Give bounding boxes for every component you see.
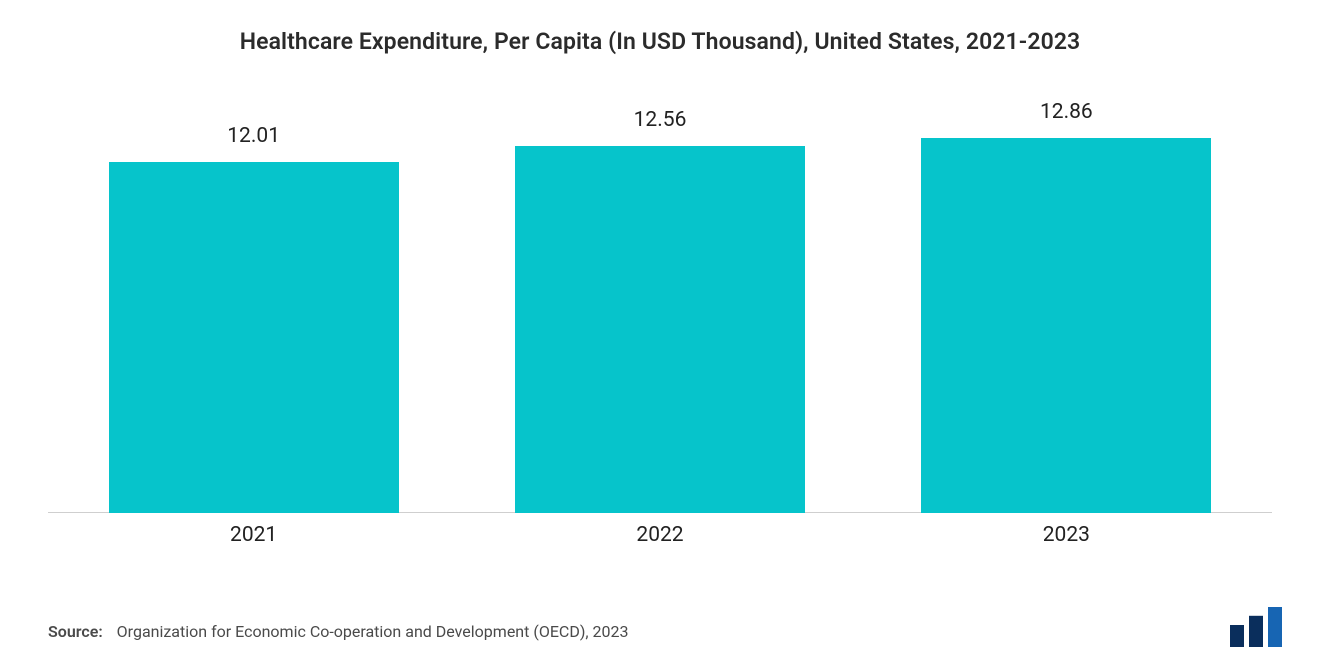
bar-value-label: 12.86: [921, 100, 1211, 124]
bar-category-label: 2022: [515, 523, 805, 547]
source-attribution: Source: Organization for Economic Co-ope…: [48, 622, 628, 641]
bar: [109, 162, 399, 513]
plot-area: 12.01202112.56202212.862023: [48, 75, 1272, 555]
bar-value-label: 12.56: [515, 108, 805, 132]
bar-slot: 12.562022: [515, 146, 805, 513]
chart-title: Healthcare Expenditure, Per Capita (In U…: [48, 28, 1272, 55]
bar-category-label: 2023: [921, 523, 1211, 547]
bar: [515, 146, 805, 513]
bar-slot: 12.862023: [921, 138, 1211, 514]
publisher-logo: [1230, 607, 1286, 647]
bar-slot: 12.012021: [109, 162, 399, 513]
bars-logo-icon: [1230, 607, 1286, 647]
bar-category-label: 2021: [109, 523, 399, 547]
source-text: Organization for Economic Co-operation a…: [117, 622, 629, 641]
source-label: Source:: [48, 622, 103, 641]
bar: [921, 138, 1211, 514]
bar-value-label: 12.01: [109, 124, 399, 148]
chart-container: Healthcare Expenditure, Per Capita (In U…: [0, 0, 1320, 665]
